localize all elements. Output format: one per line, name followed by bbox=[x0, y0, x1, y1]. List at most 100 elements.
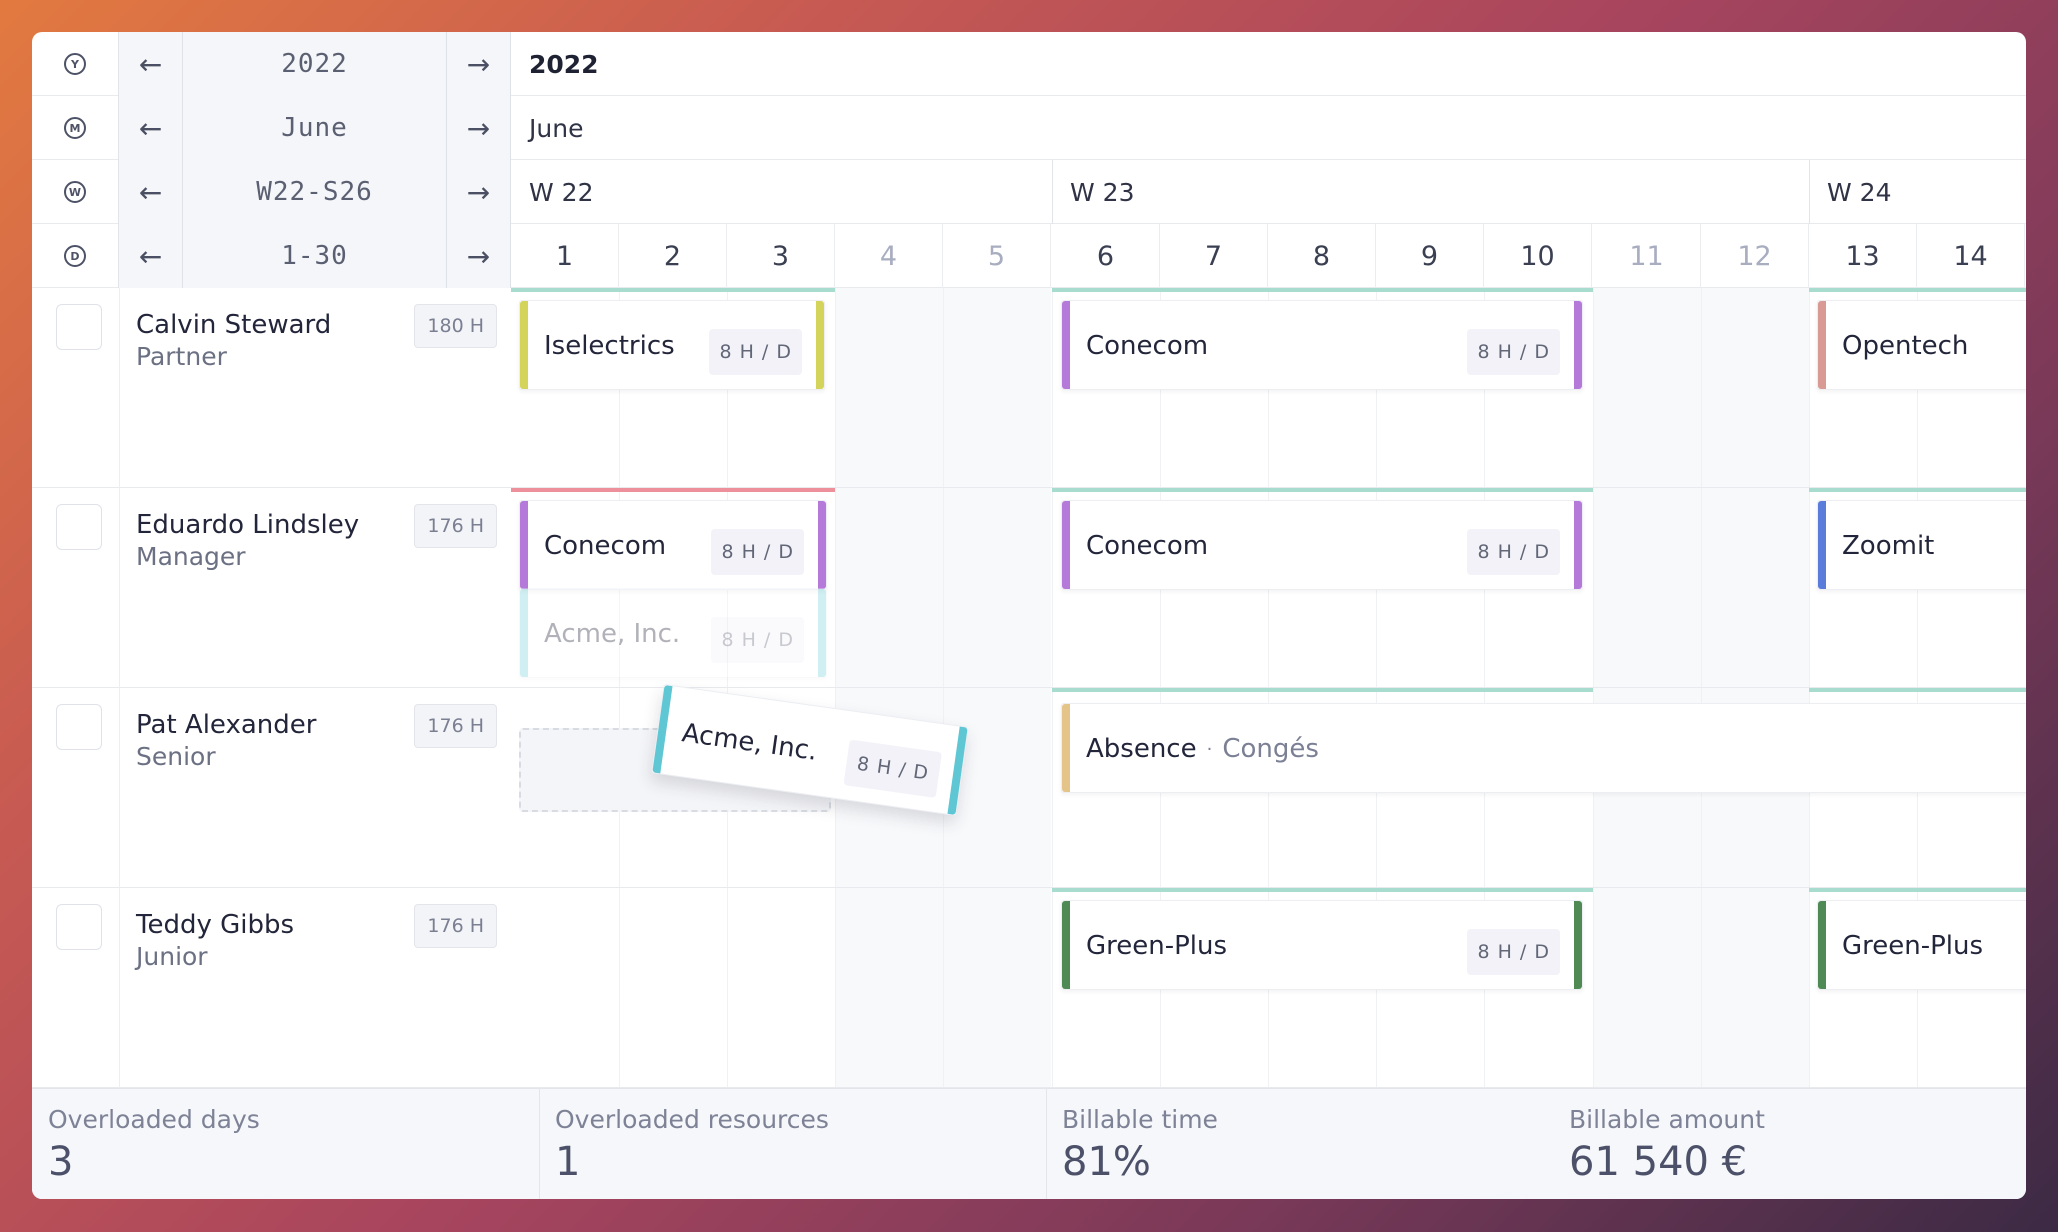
stat-overloaded-resources: Overloaded resources 1 bbox=[555, 1105, 829, 1185]
task-card[interactable]: Conecom 8 H / D bbox=[1061, 300, 1583, 390]
task-rate-badge: 8 H / D bbox=[843, 739, 942, 798]
stat-overloaded-days: Overloaded days 3 bbox=[48, 1105, 260, 1185]
year-label: 2022 bbox=[529, 49, 599, 79]
week-label-23: W 23 bbox=[1070, 177, 1135, 207]
month-row: M ← June → June bbox=[32, 96, 2026, 160]
month-value[interactable]: June bbox=[281, 113, 348, 143]
task-rate-badge: 8 H / D bbox=[711, 617, 804, 663]
task-rate-badge: 8 H / D bbox=[709, 329, 802, 375]
task-name: Acme, Inc. bbox=[680, 718, 820, 767]
day-4[interactable]: 4 bbox=[835, 224, 943, 288]
year-control: ← 2022 → bbox=[119, 32, 511, 96]
year-value[interactable]: 2022 bbox=[281, 49, 348, 79]
task-name: Conecom bbox=[544, 531, 667, 561]
absence-label: Absence bbox=[1086, 734, 1197, 764]
resource-row: Teddy Gibbs Junior 176 H bbox=[32, 888, 511, 1088]
day-3[interactable]: 3 bbox=[727, 224, 835, 288]
resource-checkbox[interactable] bbox=[56, 704, 102, 750]
resource-name: Eduardo Lindsley bbox=[136, 510, 360, 540]
task-card[interactable]: Green-Plus bbox=[1817, 900, 2026, 990]
day-next-button[interactable]: → bbox=[446, 224, 510, 288]
task-card[interactable]: Green-Plus 8 H / D bbox=[1061, 900, 1583, 990]
resource-role: Junior bbox=[136, 942, 208, 971]
day-14[interactable]: 14 bbox=[1917, 224, 2025, 288]
task-card[interactable]: Zoomit bbox=[1817, 500, 2026, 590]
task-rate-badge: 8 H / D bbox=[711, 529, 804, 575]
task-rate-badge: 8 H / D bbox=[1467, 529, 1560, 575]
week-prev-button[interactable]: ← bbox=[119, 160, 183, 224]
day-9[interactable]: 9 bbox=[1376, 224, 1484, 288]
resource-list: Calvin Steward Partner 180 H Eduardo Lin… bbox=[32, 288, 511, 1088]
day-7[interactable]: 7 bbox=[1160, 224, 1268, 288]
resource-checkbox[interactable] bbox=[56, 304, 102, 350]
day-value[interactable]: 1-30 bbox=[281, 241, 348, 271]
task-name: Green-Plus bbox=[1842, 931, 1984, 961]
day-11[interactable]: 11 bbox=[1593, 224, 1701, 288]
year-icon: Y bbox=[32, 32, 119, 96]
day-prev-button[interactable]: ← bbox=[119, 224, 183, 288]
week-label-24: W 24 bbox=[1827, 177, 1892, 207]
resource-row: Calvin Steward Partner 180 H bbox=[32, 288, 511, 488]
month-icon: M bbox=[32, 96, 119, 160]
task-name: Opentech bbox=[1842, 331, 1969, 361]
week-label-22: W 22 bbox=[529, 177, 594, 207]
summary-footer: Overloaded days 3 Overloaded resources 1… bbox=[32, 1088, 2026, 1199]
day-8[interactable]: 8 bbox=[1268, 224, 1376, 288]
resource-role: Senior bbox=[136, 742, 216, 771]
resource-hours-badge: 176 H bbox=[414, 904, 497, 948]
task-card[interactable]: Conecom 8 H / D bbox=[519, 500, 827, 590]
task-card[interactable]: Conecom 8 H / D bbox=[1061, 500, 1583, 590]
day-6[interactable]: 6 bbox=[1052, 224, 1160, 288]
week-control: ← W22-S26 → bbox=[119, 160, 511, 224]
month-next-button[interactable]: → bbox=[446, 96, 510, 160]
task-card[interactable]: Opentech bbox=[1817, 300, 2026, 390]
task-card[interactable]: Iselectrics 8 H / D bbox=[519, 300, 825, 390]
stat-billable-amount: Billable amount 61 540 € bbox=[1569, 1105, 1765, 1185]
task-card-ghost: Acme, Inc. 8 H / D bbox=[519, 588, 827, 678]
resource-hours-badge: 176 H bbox=[414, 504, 497, 548]
absence-card[interactable]: Absence · Congés bbox=[1061, 703, 2026, 793]
calendar-grid: Iselectrics 8 H / D Conecom 8 H / D Open… bbox=[511, 288, 2026, 1088]
task-name: Acme, Inc. bbox=[544, 619, 681, 649]
resource-role: Manager bbox=[136, 542, 246, 571]
week-next-button[interactable]: → bbox=[446, 160, 510, 224]
stat-billable-time: Billable time 81% bbox=[1062, 1105, 1218, 1185]
resource-row: Eduardo Lindsley Manager 176 H bbox=[32, 488, 511, 688]
day-icon: D bbox=[32, 224, 119, 288]
resource-name: Pat Alexander bbox=[136, 710, 317, 740]
planning-board: Y ← 2022 → 2022 M ← June → June W ← W22-… bbox=[32, 32, 2026, 1199]
day-5[interactable]: 5 bbox=[943, 224, 1051, 288]
resource-hours-badge: 176 H bbox=[414, 704, 497, 748]
day-row: D ← 1-30 → 1 2 3 4 5 6 7 8 9 10 11 12 13… bbox=[32, 224, 2026, 288]
absence-type: Congés bbox=[1222, 734, 1319, 764]
absence-separator: · bbox=[1206, 738, 1213, 760]
week-icon: W bbox=[32, 160, 119, 224]
week-row: W ← W22-S26 → W 22 W 23 W 24 bbox=[32, 160, 2026, 224]
resource-role: Partner bbox=[136, 342, 227, 371]
day-10[interactable]: 10 bbox=[1484, 224, 1592, 288]
year-next-button[interactable]: → bbox=[446, 32, 510, 96]
resource-name: Calvin Steward bbox=[136, 310, 332, 340]
day-1[interactable]: 1 bbox=[511, 224, 619, 288]
resource-hours-badge: 180 H bbox=[414, 304, 497, 348]
resource-name: Teddy Gibbs bbox=[136, 910, 295, 940]
task-name: Conecom bbox=[1086, 531, 1209, 561]
day-13[interactable]: 13 bbox=[1809, 224, 1917, 288]
task-name: Iselectrics bbox=[544, 331, 675, 361]
week-value[interactable]: W22-S26 bbox=[256, 177, 373, 207]
month-label: June bbox=[529, 113, 584, 143]
year-row: Y ← 2022 → 2022 bbox=[32, 32, 2026, 96]
year-prev-button[interactable]: ← bbox=[119, 32, 183, 96]
day-control: ← 1-30 → bbox=[119, 224, 511, 288]
resource-row: Pat Alexander Senior 176 H bbox=[32, 688, 511, 888]
task-rate-badge: 8 H / D bbox=[1467, 929, 1560, 975]
month-prev-button[interactable]: ← bbox=[119, 96, 183, 160]
day-2[interactable]: 2 bbox=[619, 224, 727, 288]
task-rate-badge: 8 H / D bbox=[1467, 329, 1560, 375]
task-name: Zoomit bbox=[1842, 531, 1935, 561]
task-name: Green-Plus bbox=[1086, 931, 1228, 961]
resource-checkbox[interactable] bbox=[56, 504, 102, 550]
resource-checkbox[interactable] bbox=[56, 904, 102, 950]
task-name: Conecom bbox=[1086, 331, 1209, 361]
day-12[interactable]: 12 bbox=[1701, 224, 1809, 288]
